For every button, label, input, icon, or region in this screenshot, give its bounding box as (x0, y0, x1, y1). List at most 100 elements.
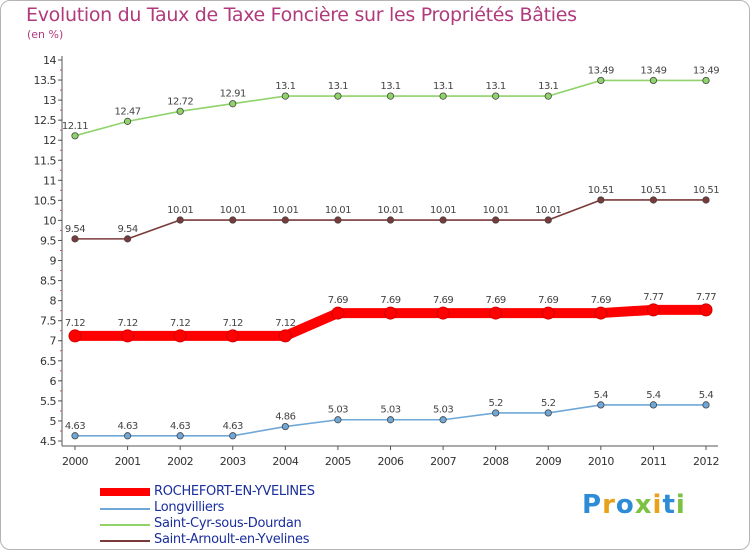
series-point-2 (229, 100, 237, 108)
series-point-3 (176, 216, 184, 224)
series-point-0 (121, 329, 135, 343)
logo-letter: t (662, 490, 676, 520)
series-point-2 (334, 92, 342, 100)
series-point-0 (226, 329, 240, 343)
data-label-0: 7.77 (643, 292, 663, 303)
series-point-0 (278, 329, 292, 343)
y-tick-label: 5 (50, 415, 57, 428)
series-point-1 (176, 432, 184, 440)
y-axis-unit: (en %) (27, 28, 64, 41)
series-point-2 (386, 92, 395, 100)
legend-label: Saint-Arnoult-en-Yvelines (154, 532, 310, 547)
data-label-3: 10.01 (325, 205, 351, 216)
series-point-2 (123, 117, 132, 125)
legend-swatch (100, 488, 150, 496)
series-point-3 (386, 216, 395, 224)
series-point-2 (176, 107, 184, 115)
series-point-3 (334, 216, 342, 224)
data-label-2: 13.49 (640, 65, 666, 76)
x-tick-label: 2006 (378, 455, 404, 468)
y-tick-label: 7.5 (40, 315, 56, 328)
series-point-0 (173, 329, 187, 343)
data-label-3: 10.01 (220, 205, 246, 216)
series-point-0 (68, 329, 82, 343)
logo-letter: i (675, 490, 686, 520)
data-label-1: 5.4 (699, 390, 714, 401)
data-label-1: 5.2 (488, 398, 503, 409)
series-point-1 (229, 432, 237, 440)
y-tick-label: 14 (43, 54, 56, 67)
series-point-1 (281, 422, 289, 431)
data-label-2: 13.1 (433, 81, 453, 92)
legend-item-saint-arnoult[interactable]: Saint-Arnoult-en-Yvelines (100, 532, 460, 548)
y-tick-label: 13 (43, 94, 56, 107)
series-point-0 (384, 306, 397, 320)
data-label-3: 10.01 (272, 205, 298, 216)
data-label-2: 13.1 (275, 81, 295, 92)
series-point-3 (649, 196, 658, 204)
logo-letter: o (615, 490, 635, 520)
series-point-0 (331, 306, 345, 320)
series-point-3 (71, 235, 79, 243)
data-label-1: 5.03 (328, 405, 348, 416)
y-tick-label: 4.5 (40, 435, 56, 448)
series-point-0 (436, 306, 450, 320)
data-label-0: 7.69 (591, 295, 611, 306)
series-point-2 (597, 76, 605, 85)
data-label-3: 10.01 (483, 205, 509, 216)
y-tick-label: 13.5 (34, 74, 57, 87)
logo-letter: P (582, 490, 603, 520)
data-label-2: 12.11 (62, 121, 88, 132)
data-label-0: 7.69 (380, 295, 400, 306)
y-tick-label: 7 (50, 335, 57, 348)
data-label-2: 12.91 (220, 89, 246, 100)
series-point-3 (281, 216, 289, 224)
data-label-1: 5.03 (380, 405, 400, 416)
x-tick-label: 2000 (62, 455, 88, 468)
series-point-1 (597, 401, 605, 409)
y-tick-label: 8.5 (40, 275, 56, 288)
series-point-1 (649, 401, 658, 409)
series-point-1 (386, 416, 395, 424)
x-tick-label: 2008 (483, 455, 509, 468)
line-chart: 4.5 5 5.5 6 6.5 7 7.5 8 8.5 9 9.5 10 10.5 11 11.5 12 12.… (34, 54, 720, 468)
legend-label: Saint-Cyr-sous-Dourdan (154, 516, 302, 531)
legend: ROCHEFORT-EN-YVELINES Longvilliers Saint… (100, 484, 460, 548)
series-point-2 (492, 92, 500, 100)
y-tick-label: 10 (43, 214, 56, 227)
series-point-3 (597, 196, 605, 204)
data-label-3: 9.54 (117, 224, 137, 235)
x-tick-label: 2012 (693, 455, 719, 468)
series-point-2 (702, 76, 710, 85)
series-point-3 (492, 216, 500, 224)
y-tick-label: 12.5 (34, 114, 57, 127)
data-label-0: 7.12 (117, 318, 137, 329)
y-tick-label: 9 (50, 255, 57, 268)
data-label-0: 7.12 (65, 318, 85, 329)
data-label-1: 4.63 (223, 421, 243, 432)
chart-title: Evolution du Taux de Taxe Foncière sur l… (26, 4, 577, 26)
legend-item-saint-cyr[interactable]: Saint-Cyr-sous-Dourdan (100, 516, 460, 532)
logo-letter: r (602, 490, 616, 520)
legend-swatch (100, 508, 150, 510)
data-label-3: 10.01 (167, 205, 193, 216)
series-point-1 (123, 432, 132, 440)
y-tick-label: 10.5 (34, 194, 57, 207)
legend-item-longvilliers[interactable]: Longvilliers (100, 500, 460, 516)
x-tick-label: 2002 (167, 455, 193, 468)
logo-letter: x (634, 490, 653, 520)
data-label-2: 13.49 (693, 65, 719, 76)
y-tick-label: 8 (50, 295, 57, 308)
series-point-0 (594, 306, 608, 320)
data-label-3: 10.01 (377, 205, 403, 216)
series-point-3 (702, 196, 710, 204)
data-label-2: 13.1 (486, 81, 506, 92)
data-label-3: 10.51 (640, 185, 666, 196)
data-label-2: 13.1 (380, 81, 400, 92)
series-point-1 (334, 416, 342, 424)
legend-item-rochefort[interactable]: ROCHEFORT-EN-YVELINES (100, 484, 460, 500)
y-tick-label: 6 (50, 375, 57, 388)
data-label-1: 5.4 (646, 390, 661, 401)
series-point-2 (281, 92, 289, 100)
logo-letter: i (652, 490, 663, 520)
